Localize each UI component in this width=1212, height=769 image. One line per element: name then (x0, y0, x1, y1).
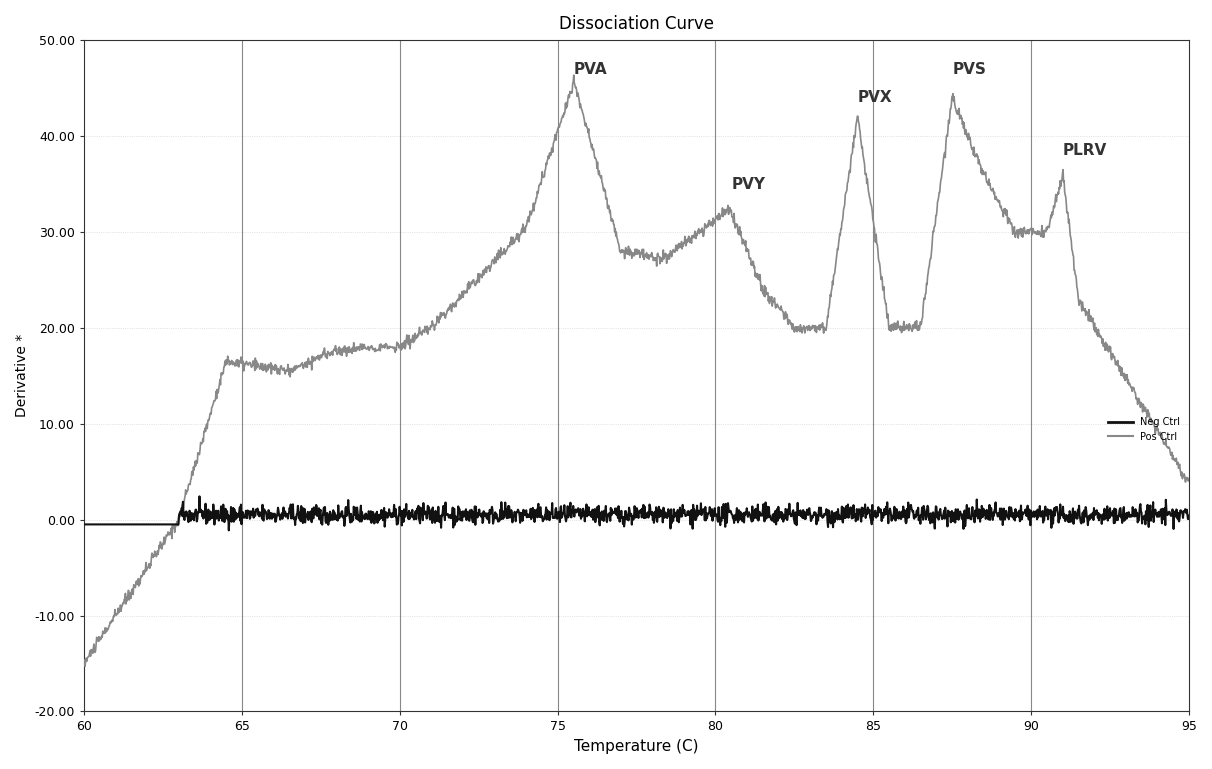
Legend: Neg Ctrl, Pos Ctrl: Neg Ctrl, Pos Ctrl (1104, 413, 1184, 446)
Text: PLRV: PLRV (1063, 143, 1107, 158)
Text: PVX: PVX (858, 91, 892, 105)
Y-axis label: Derivative *: Derivative * (15, 335, 29, 418)
Title: Dissociation Curve: Dissociation Curve (559, 15, 714, 33)
Text: PVY: PVY (731, 177, 765, 191)
Text: PVA: PVA (573, 62, 607, 77)
Text: PVS: PVS (953, 62, 987, 77)
X-axis label: Temperature (C): Temperature (C) (574, 739, 699, 754)
